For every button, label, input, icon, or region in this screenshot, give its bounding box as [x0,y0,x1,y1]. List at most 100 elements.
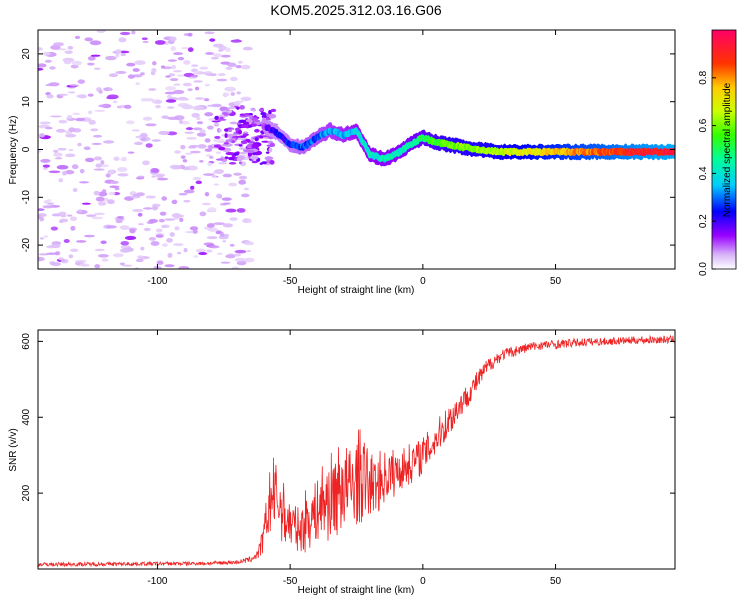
noise-cell [158,130,170,136]
spectrogram-xtick-label: 50 [550,276,562,287]
noise-cell [155,104,161,109]
transition-cell [213,144,218,148]
spectrogram-xtick-label: 0 [420,276,426,287]
noise-cell [171,64,176,70]
noise-cell [132,208,144,213]
noise-cell [129,229,136,234]
noise-cell [197,71,208,75]
noise-cell [137,175,145,178]
transition-cell [234,127,241,131]
noise-cell [38,150,42,153]
noise-cell [140,72,145,76]
noise-cell [84,157,95,163]
noise-cell [156,260,164,265]
snr-xlabel: Height of straight line (km) [298,585,415,596]
noise-cell [168,73,176,77]
noise-cell [195,180,202,185]
noise-cell [107,88,113,92]
noise-cell [57,147,67,151]
noise-cell [230,92,236,96]
noise-cell [79,181,90,184]
noise-cell [156,174,164,179]
noise-cell [204,83,210,87]
noise-cell [59,220,64,224]
colorbar-gradient [711,29,737,270]
transition-cell [265,151,270,154]
noise-cell [115,70,127,74]
noise-cell [124,235,137,241]
noise-cell [56,128,66,133]
noise-cell [242,46,253,51]
noise-cell [91,142,102,145]
transition-cell [228,161,237,165]
noise-cell [38,256,45,262]
noise-cell [191,112,200,118]
noise-cell [69,84,80,87]
noise-cell [238,175,248,180]
noise-cell [46,94,54,99]
noise-cell [159,211,167,216]
noise-cell [145,195,156,199]
noise-cell [71,60,83,66]
noise-cell [84,37,93,42]
noise-cell [108,191,116,196]
noise-cell [226,62,237,67]
noise-cell [236,260,247,266]
noise-cell [94,248,105,252]
noise-cell [83,146,91,151]
transition-cell [215,158,224,161]
transition-cell [247,150,255,154]
noise-cell [140,132,148,138]
noise-cell [123,104,132,109]
noise-cell [181,47,189,50]
noise-cell [170,165,182,170]
noise-cell [208,245,220,249]
transition-cell [214,115,219,120]
transition-cell [261,114,267,119]
noise-cell [70,64,79,69]
noise-cell [207,227,218,232]
transition-cell [268,147,273,153]
transition-cell [254,137,259,142]
noise-cell [177,103,190,108]
noise-cell [150,241,160,246]
noise-cell [42,205,54,209]
noise-cell [39,133,45,138]
colorbar-tick-label: 0.4 [698,166,709,180]
transition-cell [231,127,235,130]
transition-cell [250,155,259,160]
noise-cell [235,65,243,69]
noise-cell [209,38,216,42]
noise-cell [236,208,246,213]
noise-cell [79,262,87,267]
noise-cell [94,109,106,112]
spectrogram-ytick-label: -10 [21,190,32,205]
noise-cell [171,213,182,218]
noise-cell [75,240,87,243]
noise-cell [194,86,200,91]
noise-cell [46,245,56,249]
noise-cell [116,215,125,220]
noise-cell [180,144,186,150]
noise-cell [166,237,173,243]
noise-cell [94,212,105,216]
noise-cell [148,236,156,241]
noise-cell [119,225,130,230]
noise-cell [135,258,144,263]
noise-cell [183,189,195,194]
spectrogram-ridge [261,117,675,167]
noise-cell [112,100,118,104]
transition-cell [239,105,245,110]
transition-cell [225,139,229,143]
noise-cell [93,190,100,196]
noise-cell [161,196,168,201]
noise-cell [71,164,79,170]
noise-cell [106,225,117,229]
noise-cell [74,35,81,40]
noise-cell [156,177,169,181]
noise-cell [95,163,102,168]
noise-cell [68,127,76,133]
noise-cell [121,156,127,160]
noise-cell [230,39,243,43]
transition-cell [265,117,271,121]
